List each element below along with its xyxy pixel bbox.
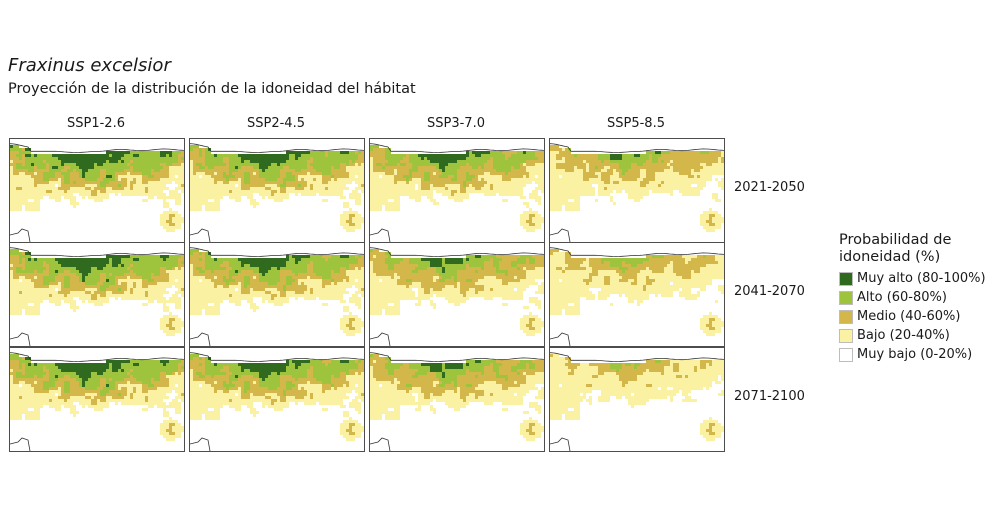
legend-label: Muy bajo (0-20%) xyxy=(857,347,973,362)
map-panel xyxy=(549,138,725,243)
coastline xyxy=(190,352,364,363)
border-line xyxy=(190,228,211,242)
border-line xyxy=(10,228,31,242)
map-panel-svg xyxy=(190,143,364,242)
map-panel xyxy=(9,347,185,452)
border-line xyxy=(550,332,571,346)
coastline xyxy=(370,352,544,363)
legend-label: Muy alto (80-100%) xyxy=(857,271,986,286)
border-line xyxy=(10,437,31,451)
legend: Probabilidad de idoneidad (%) Muy alto (… xyxy=(839,232,989,364)
legend-label: Medio (40-60%) xyxy=(857,309,961,324)
map-panel xyxy=(9,242,185,347)
map-panel-svg xyxy=(190,247,364,346)
map-panel xyxy=(189,347,365,452)
coastline xyxy=(550,352,724,363)
map-panel xyxy=(9,138,185,243)
coastline xyxy=(10,143,184,154)
coastline xyxy=(190,143,364,154)
map-panel xyxy=(189,138,365,243)
map-panel xyxy=(369,242,545,347)
row-label: 2041-2070 xyxy=(734,284,805,299)
map-panel xyxy=(189,242,365,347)
coastline xyxy=(550,247,724,258)
legend-item: Bajo (20-40%) xyxy=(839,326,989,345)
border-line xyxy=(370,228,391,242)
map-panel xyxy=(369,138,545,243)
coastline xyxy=(10,352,184,363)
legend-swatch xyxy=(839,328,853,343)
coastline xyxy=(550,143,724,154)
map-panel xyxy=(369,347,545,452)
border-line xyxy=(10,332,31,346)
map-panel-svg xyxy=(550,143,724,242)
chart-subtitle: Proyección de la distribución de la idon… xyxy=(8,81,416,97)
border-line xyxy=(370,332,391,346)
chart-title: Fraxinus excelsior xyxy=(8,55,171,76)
coastline xyxy=(370,247,544,258)
map-panel-svg xyxy=(190,352,364,451)
legend-swatch xyxy=(839,290,853,305)
legend-label: Bajo (20-40%) xyxy=(857,328,950,343)
column-label: SSP3-7.0 xyxy=(427,116,485,131)
legend-swatch xyxy=(839,309,853,324)
border-line xyxy=(190,332,211,346)
map-panel-svg xyxy=(370,143,544,242)
map-panel-svg xyxy=(370,247,544,346)
column-label: SSP5-8.5 xyxy=(607,116,665,131)
legend-title: Probabilidad de idoneidad (%) xyxy=(839,232,952,265)
border-line xyxy=(370,437,391,451)
legend-label: Alto (60-80%) xyxy=(857,290,947,305)
border-line xyxy=(550,228,571,242)
legend-items: Muy alto (80-100%) Alto (60-80%) Medio (40… xyxy=(839,269,989,364)
border-line xyxy=(550,437,571,451)
column-label: SSP2-4.5 xyxy=(247,116,305,131)
map-panel-svg xyxy=(10,247,184,346)
map-panel-svg xyxy=(550,352,724,451)
legend-swatch xyxy=(839,347,853,362)
column-label: SSP1-2.6 xyxy=(67,116,125,131)
coastline xyxy=(370,143,544,154)
row-label: 2071-2100 xyxy=(734,389,805,404)
map-panel xyxy=(549,347,725,452)
map-panel xyxy=(549,242,725,347)
legend-item: Muy alto (80-100%) xyxy=(839,269,989,288)
row-label: 2021-2050 xyxy=(734,180,805,195)
legend-item: Medio (40-60%) xyxy=(839,307,989,326)
map-panel-svg xyxy=(10,352,184,451)
map-panel-svg xyxy=(10,143,184,242)
legend-item: Muy bajo (0-20%) xyxy=(839,345,989,364)
border-line xyxy=(190,437,211,451)
legend-swatch xyxy=(839,271,853,286)
map-panel-svg xyxy=(550,247,724,346)
coastline xyxy=(190,247,364,258)
legend-item: Alto (60-80%) xyxy=(839,288,989,307)
coastline xyxy=(10,247,184,258)
map-panel-svg xyxy=(370,352,544,451)
